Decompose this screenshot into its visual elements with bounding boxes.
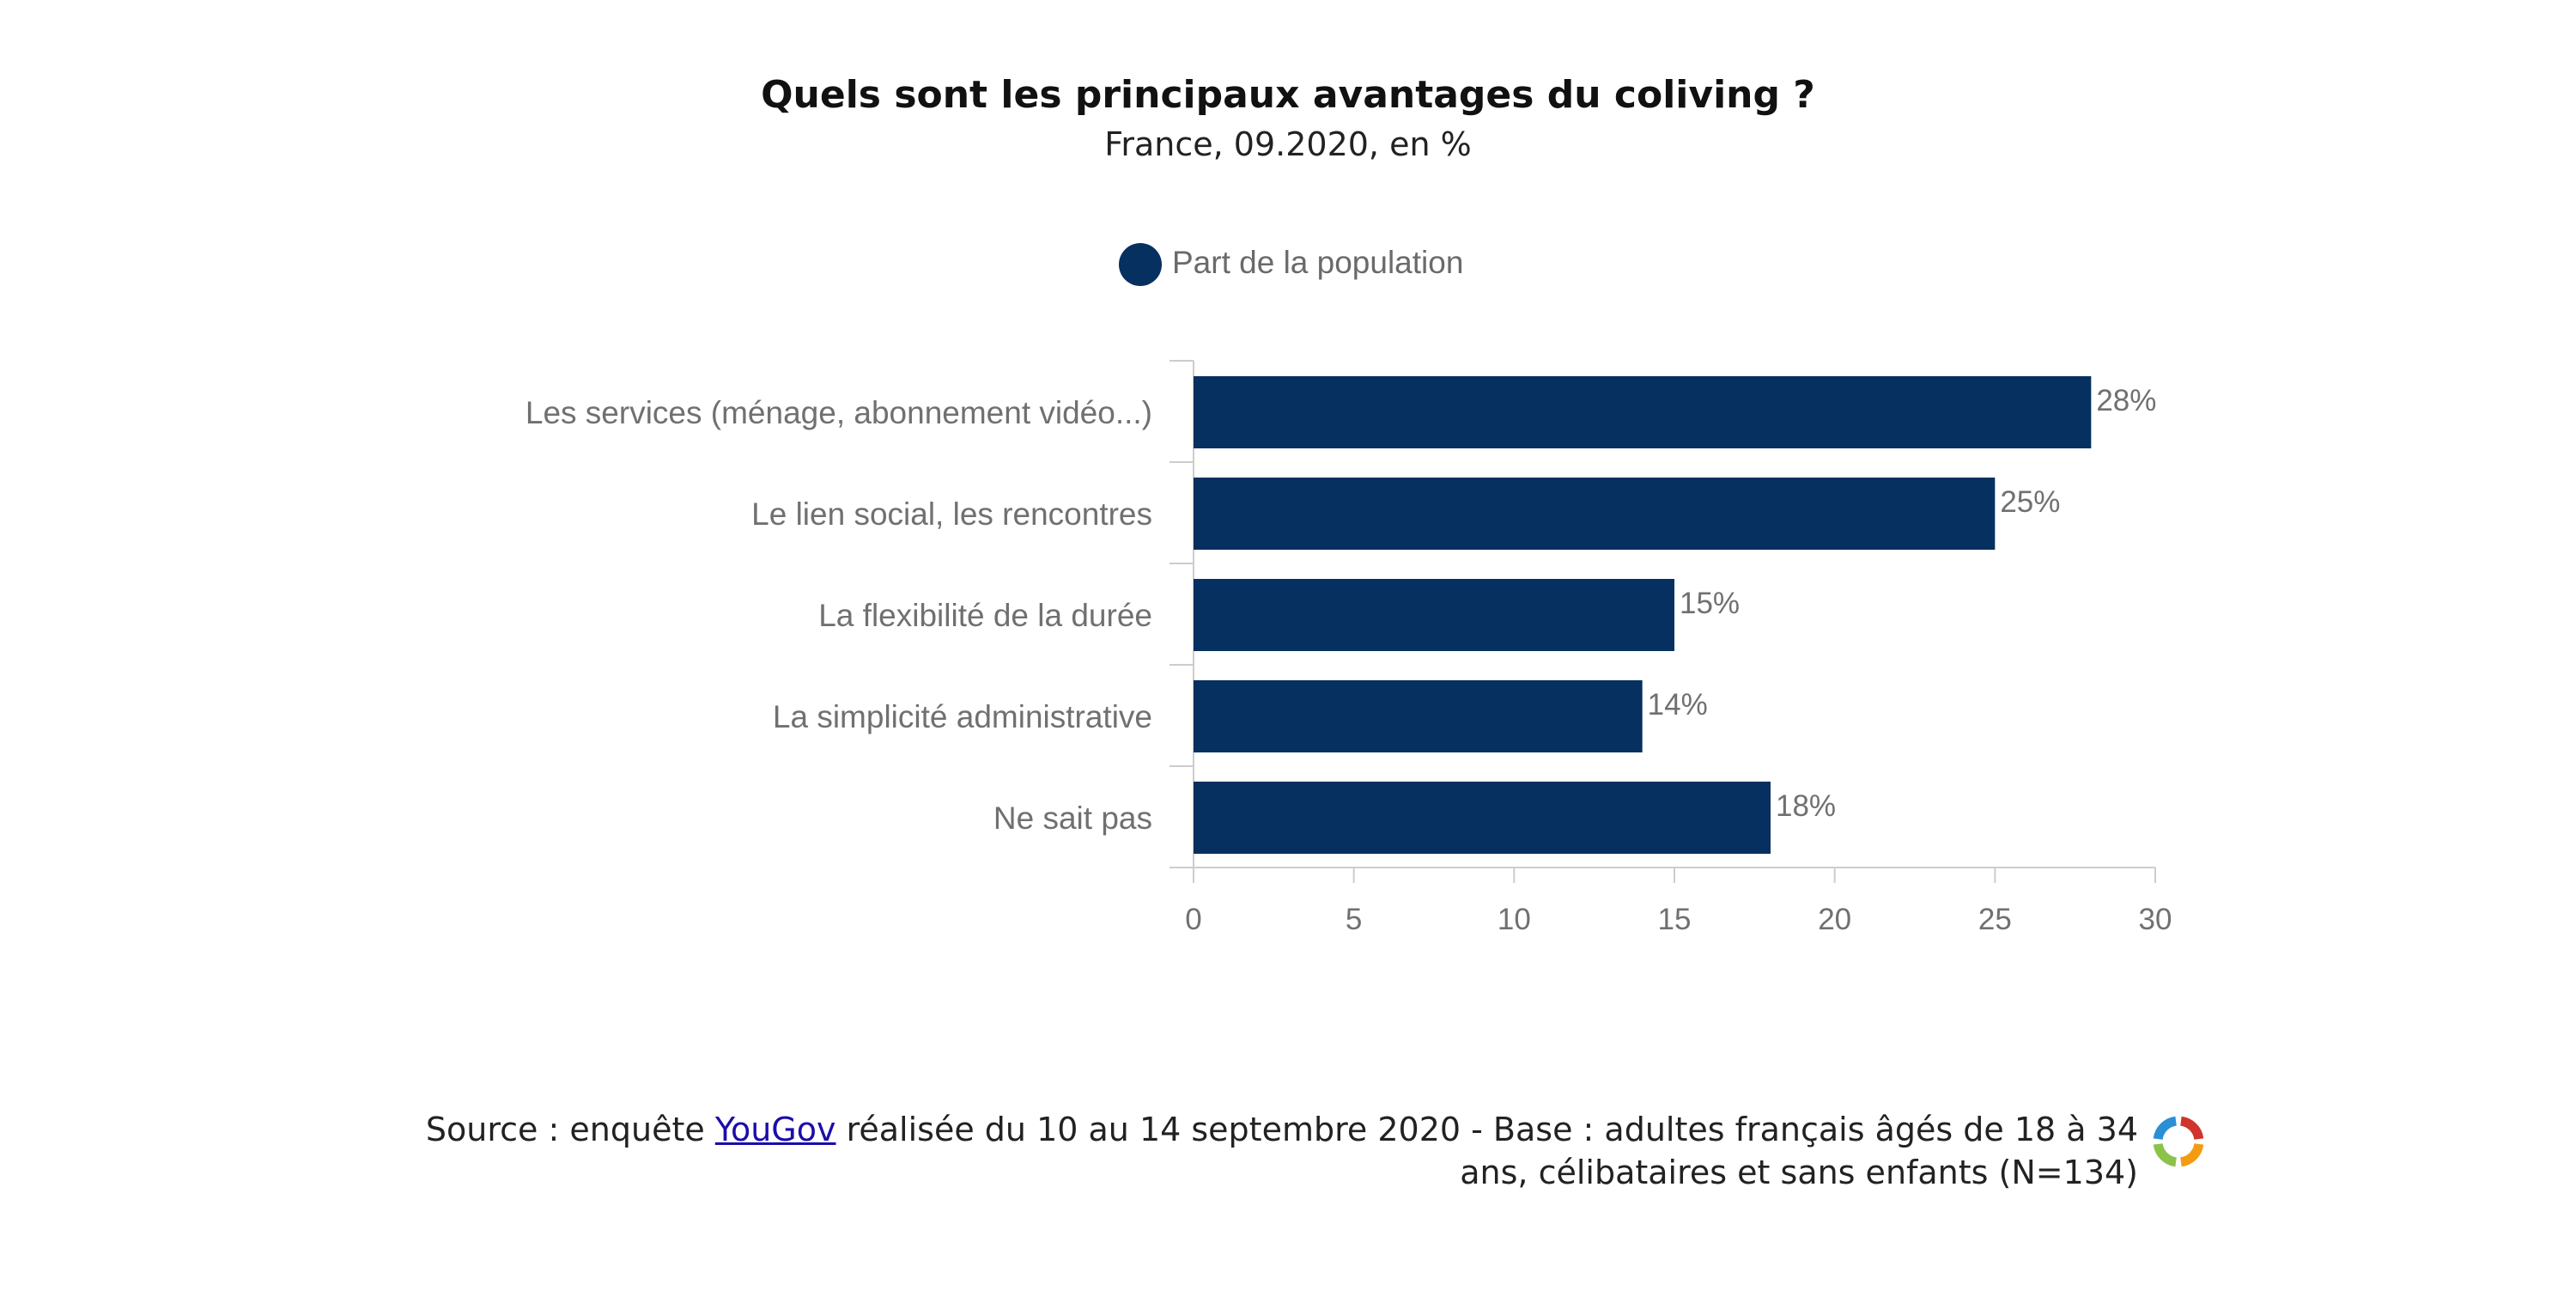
- value-axis-tick-label: 20: [1818, 903, 1851, 936]
- category-label: La simplicité administrative: [773, 699, 1152, 734]
- category-label: La flexibilité de la durée: [818, 598, 1152, 633]
- data-label: 28%: [2096, 384, 2156, 417]
- source-prefix: Source : enquête: [425, 1111, 715, 1148]
- value-axis-tick-label: 0: [1185, 903, 1201, 936]
- chart-subtitle: France, 09.2020, en %: [1104, 125, 1472, 163]
- logo-segment: [2153, 1116, 2178, 1141]
- data-label: 25%: [2000, 485, 2060, 519]
- bar: [1194, 376, 2092, 448]
- category-label: Les services (ménage, abonnement vidéo..…: [526, 395, 1152, 430]
- bar: [1194, 579, 1674, 651]
- logo-segment: [2179, 1142, 2204, 1167]
- yougov-link[interactable]: YouGov: [714, 1111, 836, 1148]
- category-label: Le lien social, les rencontres: [751, 496, 1152, 532]
- logo-segment: [2179, 1116, 2204, 1141]
- data-label: 14%: [1648, 688, 1708, 722]
- value-axis-tick-label: 10: [1498, 903, 1531, 936]
- legend-label: Part de la population: [1172, 245, 1463, 280]
- value-axis-tick-label: 5: [1346, 903, 1362, 936]
- logo-segment: [2153, 1142, 2178, 1167]
- bar: [1194, 478, 1996, 550]
- bar: [1194, 782, 1771, 854]
- value-axis-tick-label: 15: [1658, 903, 1692, 936]
- chart-title: Quels sont les principaux avantages du c…: [761, 73, 1815, 117]
- bar: [1194, 680, 1643, 752]
- bar-chart: Part de la population 0 5 10 15 20 25 30 Les ser…: [526, 243, 2172, 936]
- source-suffix: réalisée du 10 au 14 septembre 2020 - Ba…: [835, 1111, 2138, 1191]
- value-axis-tick-label: 25: [1978, 903, 2012, 936]
- source-note: Source : enquête YouGov réalisée du 10 a…: [378, 1108, 2138, 1194]
- title-block: Quels sont les principaux avantages du c…: [0, 73, 2576, 163]
- legend: Part de la population: [1119, 243, 1463, 286]
- legend-marker: [1119, 243, 1162, 286]
- value-axis-tick-label: 30: [2139, 903, 2172, 936]
- category-label: Ne sait pas: [993, 801, 1152, 836]
- data-label: 18%: [1776, 789, 1836, 823]
- brand-logo-icon: [2153, 1116, 2204, 1167]
- data-label: 15%: [1680, 587, 1740, 620]
